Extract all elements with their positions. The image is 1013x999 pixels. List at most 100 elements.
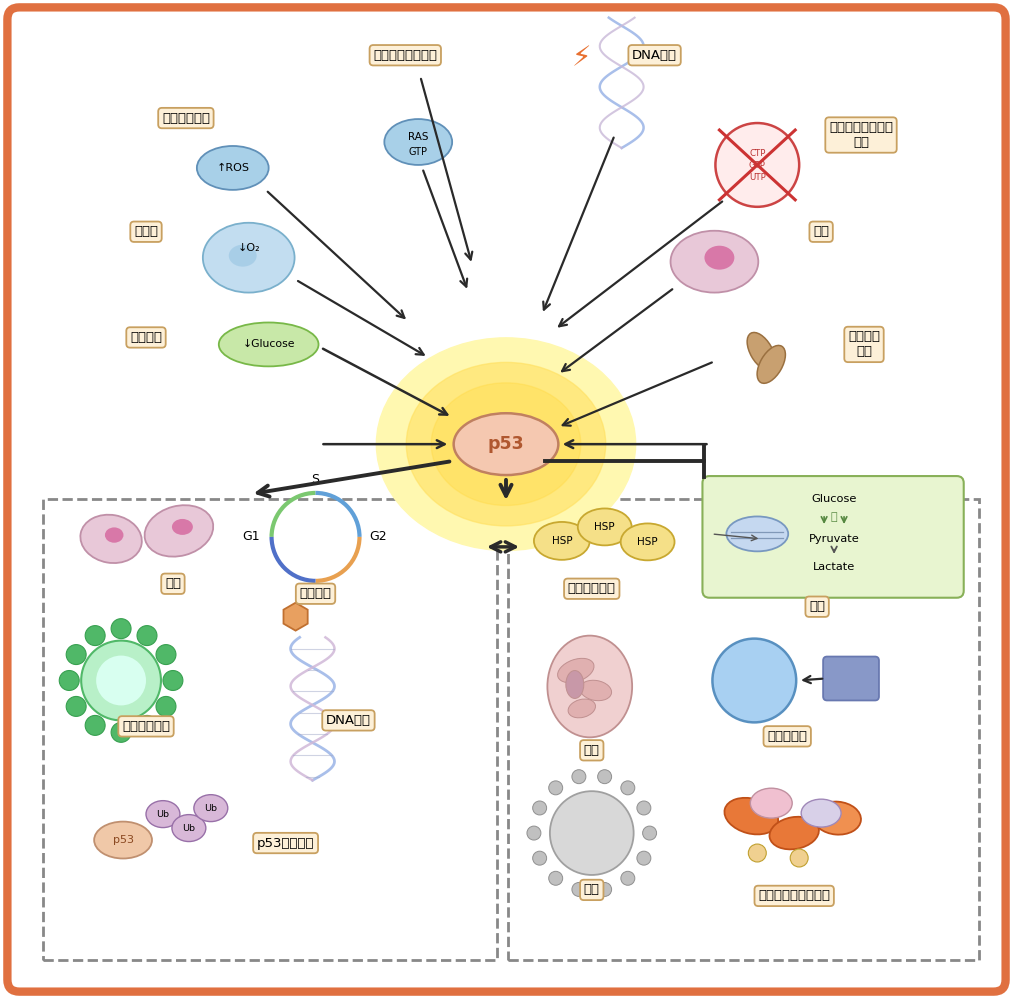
Circle shape	[637, 801, 651, 815]
Text: M: M	[310, 588, 321, 601]
Circle shape	[642, 826, 656, 840]
Text: 細胞周期: 細胞周期	[300, 587, 331, 600]
Text: ⌚: ⌚	[831, 511, 838, 521]
Text: 未分化状態: 未分化状態	[767, 730, 807, 743]
Ellipse shape	[724, 798, 778, 834]
Ellipse shape	[580, 680, 612, 700]
Text: アポトーシス: アポトーシス	[122, 720, 170, 733]
FancyBboxPatch shape	[44, 500, 497, 960]
Circle shape	[156, 696, 176, 716]
Circle shape	[637, 851, 651, 865]
Ellipse shape	[229, 245, 256, 267]
FancyBboxPatch shape	[508, 500, 979, 960]
Circle shape	[527, 826, 541, 840]
Text: Ub: Ub	[156, 809, 169, 818]
Text: GTP: GTP	[749, 162, 766, 171]
Ellipse shape	[94, 821, 152, 858]
Text: 酸化ストレス: 酸化ストレス	[162, 112, 210, 125]
Ellipse shape	[80, 514, 142, 563]
Circle shape	[598, 882, 612, 896]
Text: CTP: CTP	[749, 150, 766, 159]
Text: ↓Glucose: ↓Glucose	[242, 340, 295, 350]
Text: HSP: HSP	[551, 535, 572, 545]
Ellipse shape	[547, 635, 632, 737]
Circle shape	[715, 123, 799, 207]
Text: GTP: GTP	[409, 147, 427, 157]
Text: 老化: 老化	[165, 577, 181, 590]
Ellipse shape	[454, 414, 558, 476]
Ellipse shape	[377, 338, 635, 550]
Ellipse shape	[172, 814, 206, 841]
Ellipse shape	[432, 383, 580, 505]
Circle shape	[533, 801, 547, 815]
Ellipse shape	[406, 363, 606, 525]
Circle shape	[111, 722, 131, 742]
Text: Ub: Ub	[182, 823, 196, 832]
Circle shape	[549, 871, 562, 885]
Text: テロメア
短縮: テロメア 短縮	[848, 331, 880, 359]
Circle shape	[749, 844, 766, 862]
Ellipse shape	[566, 670, 583, 698]
Circle shape	[712, 638, 796, 722]
Circle shape	[790, 849, 808, 867]
Circle shape	[66, 644, 86, 664]
Ellipse shape	[145, 505, 214, 556]
Text: RAS: RAS	[408, 132, 428, 142]
Circle shape	[137, 625, 157, 645]
Text: HSP: HSP	[637, 536, 657, 546]
Ellipse shape	[193, 794, 228, 821]
FancyBboxPatch shape	[702, 477, 963, 597]
Text: ↑ROS: ↑ROS	[216, 163, 249, 173]
Text: p53活性制御: p53活性制御	[257, 836, 314, 849]
Text: 免疫: 免疫	[583, 883, 600, 896]
Circle shape	[550, 791, 634, 875]
Text: DNA修復: DNA修復	[326, 714, 371, 727]
Ellipse shape	[671, 231, 759, 293]
Text: G2: G2	[369, 530, 387, 543]
Text: リボヌクレオチド
欠乏: リボヌクレオチド 欠乏	[829, 121, 893, 149]
FancyBboxPatch shape	[7, 7, 1006, 992]
Ellipse shape	[172, 518, 192, 534]
Text: Lactate: Lactate	[813, 561, 855, 571]
Ellipse shape	[801, 799, 841, 827]
Ellipse shape	[568, 699, 596, 718]
Ellipse shape	[770, 817, 819, 849]
Text: ↓O₂: ↓O₂	[237, 243, 260, 253]
Ellipse shape	[621, 523, 675, 560]
Ellipse shape	[704, 246, 734, 270]
Ellipse shape	[751, 788, 792, 818]
Text: HSP: HSP	[595, 521, 615, 531]
Circle shape	[96, 655, 146, 705]
Text: Glucose: Glucose	[811, 494, 857, 504]
Text: Ub: Ub	[205, 803, 218, 812]
Text: p53: p53	[112, 835, 134, 845]
FancyBboxPatch shape	[824, 656, 879, 700]
Text: S: S	[312, 473, 319, 486]
Text: ⚡: ⚡	[572, 44, 592, 72]
Text: 発生: 発生	[583, 744, 600, 757]
Circle shape	[598, 769, 612, 783]
Circle shape	[59, 670, 79, 690]
Ellipse shape	[384, 119, 452, 165]
Circle shape	[66, 696, 86, 716]
Circle shape	[85, 625, 105, 645]
Text: 栄養飢餓: 栄養飢餓	[130, 331, 162, 344]
Circle shape	[533, 851, 547, 865]
Circle shape	[111, 618, 131, 638]
Text: Pyruvate: Pyruvate	[808, 533, 859, 543]
Circle shape	[81, 640, 161, 720]
Ellipse shape	[813, 801, 861, 834]
Text: 老化: 老化	[813, 225, 829, 238]
Ellipse shape	[748, 333, 775, 371]
Circle shape	[163, 670, 183, 690]
Circle shape	[621, 871, 635, 885]
Ellipse shape	[726, 516, 788, 551]
Ellipse shape	[197, 146, 268, 190]
Ellipse shape	[203, 223, 295, 293]
Text: UTP: UTP	[749, 174, 766, 183]
Ellipse shape	[105, 527, 124, 542]
Ellipse shape	[534, 521, 590, 559]
Circle shape	[137, 715, 157, 735]
Text: 代謝: 代謝	[809, 600, 826, 613]
Ellipse shape	[146, 800, 180, 827]
